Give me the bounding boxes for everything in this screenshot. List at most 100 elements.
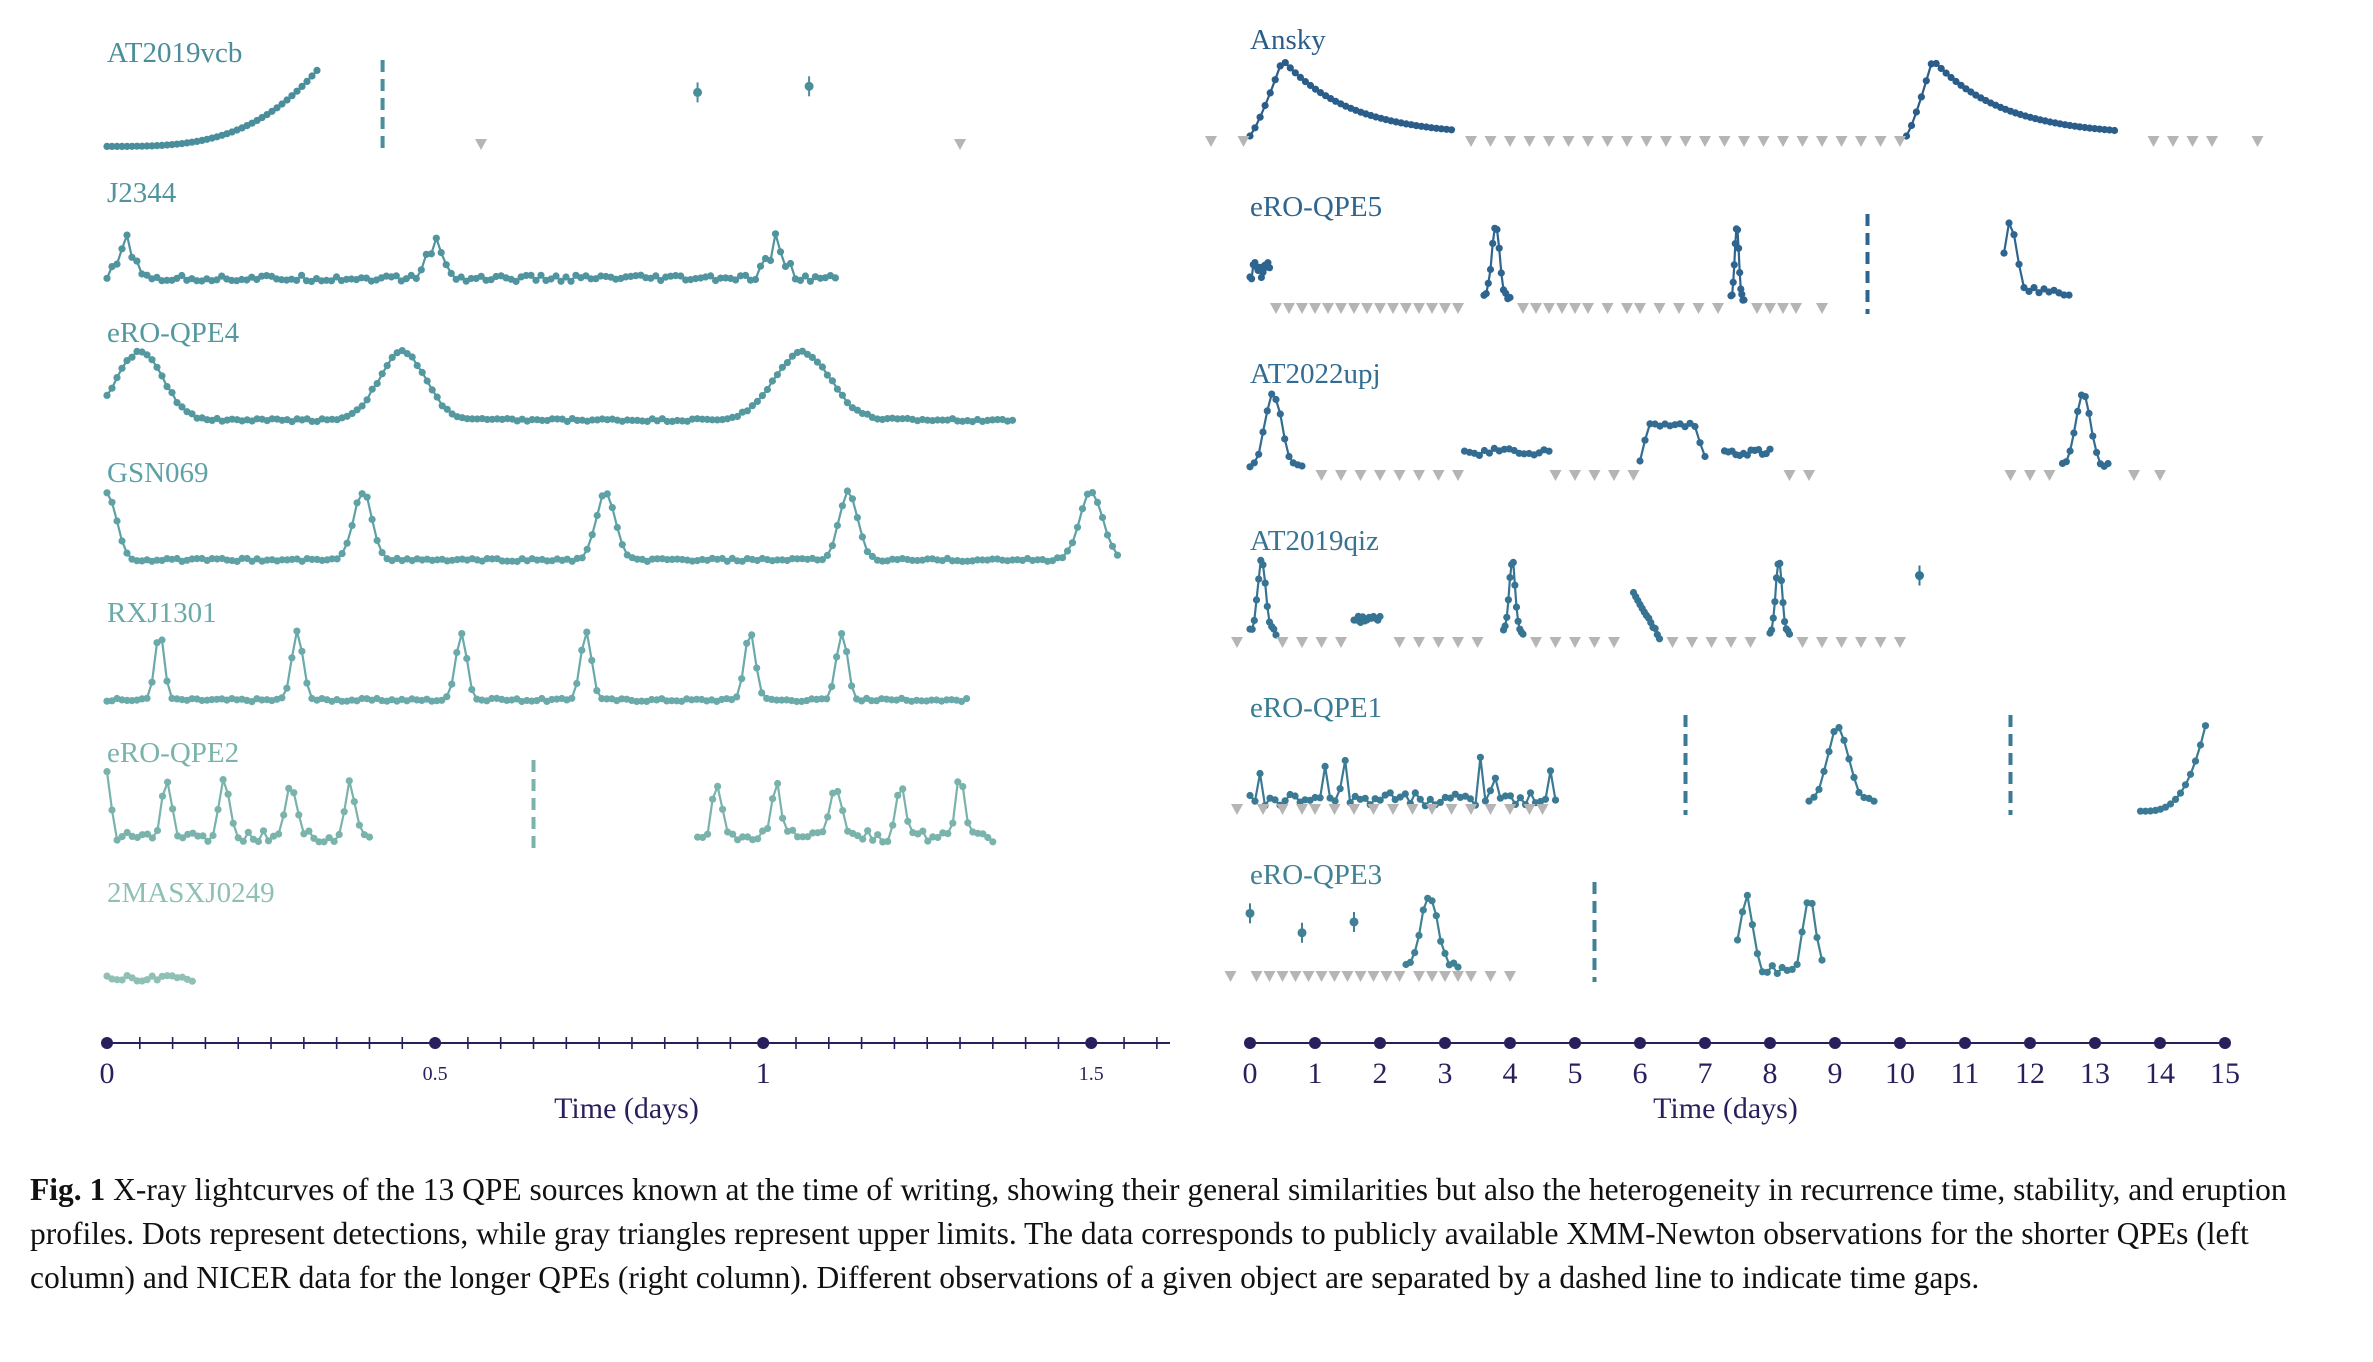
data-point [1497, 269, 1505, 277]
data-point [308, 555, 316, 564]
data-point [1917, 93, 1925, 101]
data-point [557, 277, 565, 285]
data-point [763, 385, 772, 394]
upper-limit-triangle [1764, 303, 1776, 314]
data-point [143, 976, 151, 984]
data-point [603, 695, 611, 703]
data-point [1482, 290, 1490, 298]
data-point [1255, 575, 1263, 583]
data-point [833, 653, 841, 661]
data-point [204, 837, 212, 845]
data-point [355, 821, 363, 829]
data-point [567, 277, 575, 285]
series-at2019qiz: AT2019qiz [1231, 525, 1924, 648]
upper-limit-triangle [2024, 470, 2036, 481]
data-point [283, 96, 291, 104]
caption-text: X-ray lightcurves of the 13 QPE sources … [30, 1172, 2287, 1295]
series-label-ero-qpe1: eRO-QPE1 [1250, 692, 1382, 724]
data-point [1301, 78, 1309, 86]
data-point [2060, 291, 2068, 299]
data-point [239, 837, 247, 845]
data-point [944, 830, 952, 838]
data-point [333, 555, 341, 563]
upper-limit-triangle [1400, 303, 1412, 314]
data-point [128, 142, 136, 150]
data-point [562, 273, 570, 281]
data-point [213, 276, 221, 284]
data-point [894, 791, 902, 800]
upper-limit-triangle [1640, 136, 1653, 147]
data-point [553, 415, 561, 423]
data-point [1266, 89, 1274, 97]
upper-limit-triangle [1517, 303, 1529, 314]
upper-limit-triangle [1530, 303, 1542, 314]
data-point [1437, 937, 1445, 945]
data-point [1251, 124, 1259, 132]
tick-label: 9 [1828, 1057, 1843, 1090]
data-point [308, 72, 316, 80]
data-point [288, 92, 296, 100]
data-point [1501, 622, 1509, 630]
upper-limit-triangle [1335, 470, 1347, 481]
data-point [751, 275, 760, 284]
data-point [1830, 728, 1838, 736]
data-point [338, 550, 346, 558]
upper-limit-triangle [1296, 804, 1308, 815]
major-tick-dot [429, 1037, 442, 1049]
data-point [1446, 794, 1454, 802]
data-point [776, 248, 785, 256]
data-point [1108, 542, 1117, 550]
data-point [163, 677, 171, 685]
data-point [573, 679, 581, 688]
data-point [1519, 630, 1527, 638]
data-point [373, 379, 381, 388]
data-point [368, 385, 376, 393]
data-point [868, 697, 876, 705]
data-point [358, 402, 366, 410]
data-point [148, 972, 156, 980]
upper-limit-triangle [2251, 136, 2264, 147]
data-point [799, 833, 807, 841]
data-point [148, 356, 156, 364]
data-point [1259, 268, 1267, 276]
data-point [123, 142, 131, 150]
data-point [103, 391, 111, 399]
major-tick-dot [1244, 1037, 1256, 1049]
data-point [1341, 756, 1349, 765]
data-point [954, 778, 962, 786]
upper-limit-triangle [1465, 136, 1477, 147]
upper-limit-triangle [1289, 971, 1302, 982]
data-point [828, 542, 837, 550]
data-point [1486, 787, 1494, 795]
data-point [729, 830, 737, 838]
upper-limit-triangle [1426, 971, 1438, 982]
data-point [618, 541, 626, 549]
upper-limit-triangle [2167, 136, 2179, 147]
major-tick-dot [101, 1037, 113, 1049]
data-point [1298, 462, 1306, 470]
data-point [823, 371, 832, 379]
data-point [904, 817, 912, 825]
data-point [418, 368, 426, 376]
data-point [164, 778, 172, 786]
data-point [613, 523, 621, 532]
data-point [1361, 794, 1369, 802]
upper-limit-triangle [1276, 637, 1289, 648]
data-point [1411, 949, 1419, 957]
data-point [448, 680, 456, 688]
upper-limit-triangle [1796, 637, 1809, 648]
data-point [1113, 551, 1122, 559]
upper-limit-triangle [1621, 136, 1633, 147]
data-point [884, 837, 892, 846]
data-point [834, 787, 842, 796]
data-point [1735, 244, 1743, 252]
upper-limit-triangle [1588, 637, 1601, 648]
data-point [113, 374, 121, 382]
upper-limit-triangle [1588, 470, 1601, 481]
upper-limit-triangle [1712, 303, 1724, 314]
data-point [179, 834, 187, 842]
data-point [859, 835, 867, 843]
series-label-at2019vcb: AT2019vcb [107, 37, 242, 69]
data-point [1053, 554, 1062, 562]
